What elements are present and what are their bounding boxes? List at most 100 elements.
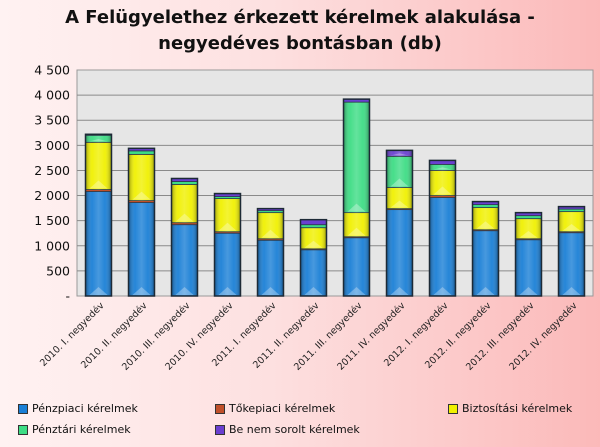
legend-swatch [215,424,225,435]
bar-outline [342,98,371,297]
bar-segment-4 [128,150,155,155]
chart-title: A Felügyelethez érkezett kérelmek alakul… [0,5,600,57]
bar-bevel [89,287,108,295]
bar-stack [514,211,543,297]
bar-segment-shading [300,249,327,296]
bar-outline [256,207,285,297]
plot-area [76,69,594,297]
bar-segment-shading [214,198,241,232]
bar-bevel [175,213,194,222]
bar-segment-shading [85,135,112,143]
bar-bevel [433,287,452,295]
bar-segment-shading [343,237,370,296]
bar-segment-shading [558,211,585,232]
bar-segment-shading [300,227,327,249]
bar-bevel [261,229,280,238]
bar-bevel [304,287,323,295]
bar-outline [84,133,113,297]
bar-stack [256,207,285,297]
bar-stack [127,147,156,297]
bar-segment-shading [171,224,198,296]
legend-label: Biztosítási kérelmek [462,402,573,415]
chart-title-line-2: negyedéves bontásban (db) [158,33,442,54]
bar-bevel [175,287,194,295]
legend-item: Tőkepiaci kérelmek [215,402,335,415]
bar-segment-shading [343,212,370,237]
bar-segment-shading [128,202,155,296]
bar-outline [428,159,457,297]
bar-segment-shading [214,233,241,296]
bar-outline [385,149,414,297]
bar-bevel [562,287,581,295]
y-tick-label: 1 000 [34,238,70,253]
legend-label: Be nem sorolt kérelmek [229,423,360,436]
bar-stack [299,218,328,297]
bar-segment-shading [386,187,413,209]
bar-bevel [390,287,409,295]
legend-label: Pénzpiaci kérelmek [32,402,138,415]
bar-bevel [218,222,237,231]
bar-bevel [218,287,237,295]
y-tick-label: 2 500 [34,163,70,178]
bar-outline [471,200,500,297]
y-tick-label: 1 500 [34,213,70,228]
stacked-bar-chart: - 500 1 000 1 500 2 000 2 500 3 000 3 500 4 000 4… [34,63,594,373]
bar-bevel [347,203,366,212]
bar-segment-shading [515,239,542,296]
legend-swatch [448,403,458,414]
bar-bevel [347,227,366,236]
bar-outline [299,218,328,297]
y-tick-label: 3 000 [34,138,70,153]
bar-bevel [519,287,538,295]
bar-stack [342,98,371,297]
y-tick-label: - [65,289,70,304]
bar-bevel [132,287,151,295]
bar-outline [213,192,242,297]
bar-segment-shading [386,156,413,188]
bar-bevel [304,240,323,248]
legend-label: Tőkepiaci kérelmek [229,402,336,415]
y-axis-ticks: - 500 1 000 1 500 2 000 2 500 3 000 3 500 4 000 4… [34,63,70,304]
y-tick-label: 3 500 [34,113,70,128]
y-tick-label: 4 500 [34,63,70,78]
bar-segment-shading [472,207,499,230]
legend-item: Biztosítási kérelmek [448,402,572,415]
gridlines [77,94,593,272]
bar-segment-shading [472,230,499,296]
bar-outline [557,205,586,297]
bar-outline [514,211,543,297]
bar-outline [127,147,156,297]
bar-segment-shading [257,212,284,239]
bar-segment-shading [429,170,456,196]
legend-swatch [18,403,28,414]
bar-bevel [261,287,280,295]
bar-bevel [89,138,108,142]
bar-stack [557,205,586,297]
bar-bevel [390,153,409,156]
bar-bevel [89,180,108,189]
bar-bevel [476,287,495,295]
bar-stack [170,177,199,297]
bar-segment-shading [171,184,198,223]
bar-bevel [562,224,581,231]
bar-segment-5 [300,219,327,226]
bar-segment-shading [85,191,112,296]
bar-segment-shading [343,102,370,213]
bar-bevel [347,287,366,295]
bar-stack [213,192,242,297]
chart-title-line-1: A Felügyelethez érkezett kérelmek alakul… [65,7,535,28]
legend-swatch [18,424,28,435]
bar-bevel [132,191,151,200]
bar-bevel [390,178,409,187]
bar-stack [385,149,414,297]
bar-segment-4 [300,224,327,229]
bar-bevel [433,167,452,170]
legend-item: Pénzpiaci kérelmek [18,402,138,415]
bar-stack [84,133,113,297]
bar-segment-shading [257,240,284,296]
y-tick-label: 4 000 [34,88,70,103]
legend-swatch [215,403,225,414]
bar-stack [471,200,500,297]
legend-item: Be nem sorolt kérelmek [215,423,360,436]
bar-bevel [390,200,409,208]
